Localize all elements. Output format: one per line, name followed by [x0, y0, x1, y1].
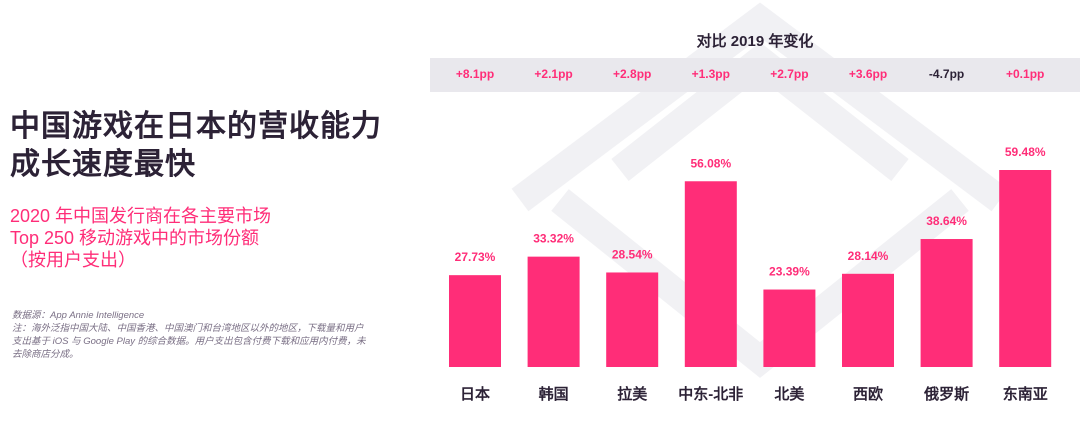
category-label: 俄罗斯 — [923, 385, 969, 403]
subtitle-line: Top 250 移动游戏中的市场份额 — [10, 228, 260, 248]
change-value: +0.1pp — [1006, 67, 1045, 81]
change-value: +2.8pp — [613, 67, 652, 81]
category-label: 东南亚 — [1003, 385, 1048, 403]
bar-5 — [842, 273, 894, 367]
data-label: 59.48% — [1005, 145, 1046, 159]
subtitle-line: 2020 年中国发行商在各主要市场 — [10, 206, 272, 226]
change-value: +2.1pp — [534, 67, 573, 81]
footnote-text: 注：海外泛指中国大陆、中国香港、中国澳门和台湾地区以外的地区，下载量和用户支出基… — [12, 323, 366, 360]
bar-7 — [999, 170, 1052, 367]
data-label: 28.54% — [612, 247, 653, 261]
change-value: +2.7pp — [770, 67, 809, 81]
category-label: 北美 — [774, 385, 805, 403]
change-value: +3.6pp — [848, 67, 888, 81]
category-label: 韩国 — [539, 385, 569, 403]
category-label: 中东-北非 — [678, 385, 743, 403]
bar-1 — [527, 256, 580, 367]
category-label: 西欧 — [853, 385, 883, 403]
bar-4 — [763, 289, 816, 367]
category-label: 拉美 — [617, 385, 648, 403]
bar-3 — [684, 181, 737, 367]
page-title: 中国游戏在日本的营收能力成长速度最快 — [10, 110, 382, 181]
source-text: 数据源：App Annie Intelligence — [12, 310, 145, 321]
data-label: 27.73% — [455, 250, 496, 264]
source-note: 数据源：App Annie Intelligence 注：海外泛指中国大陆、中国… — [12, 309, 372, 361]
subtitle-line: （按用户支出） — [10, 250, 136, 270]
change-value: +8.1pp — [455, 67, 495, 81]
data-label: 56.08% — [690, 156, 731, 170]
bar-0 — [449, 275, 501, 367]
data-label: 23.39% — [769, 265, 810, 279]
change-band — [430, 58, 1080, 92]
bar-2 — [606, 272, 659, 367]
change-title: 对比 2019 年变化 — [696, 33, 814, 50]
bar-6 — [920, 239, 973, 367]
data-label: 33.32% — [533, 232, 574, 246]
category-label: 日本 — [460, 385, 490, 403]
change-value: +1.3pp — [691, 67, 730, 81]
data-label: 38.64% — [926, 214, 967, 228]
data-label: 28.14% — [848, 249, 889, 263]
change-value: -4.7pp — [928, 67, 965, 81]
chart-subtitle: 2020 年中国发行商在各主要市场 Top 250 移动游戏中的市场份额 （按用… — [10, 205, 390, 271]
